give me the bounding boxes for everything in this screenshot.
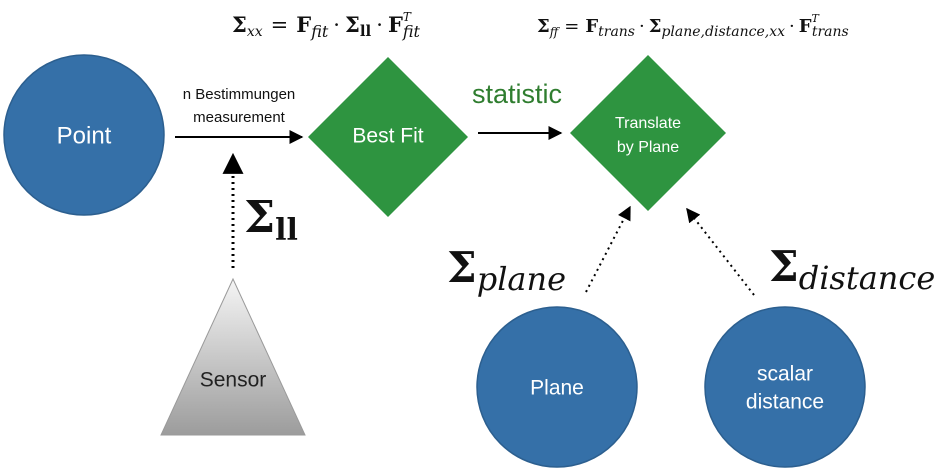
formula-xx-dot2: · (376, 13, 383, 37)
node-scalar-distance-line1: scalar (757, 363, 813, 386)
edge-label-measurement: measurement (193, 109, 286, 126)
formula-ff-sigma: Σ (649, 16, 662, 37)
node-scalar-distance-line2: distance (746, 391, 824, 414)
sigma-distance-label: Σdistance (769, 242, 935, 297)
dotted-arrow-distance-to-translate (686, 207, 755, 296)
node-sensor: Sensor (160, 277, 306, 436)
formula-xx-f2-sub: fit (402, 22, 421, 41)
sigma-plane-symbol: Σ (447, 243, 477, 292)
formula-ff-f2-sub: trans (812, 24, 849, 40)
formula-sigma-xx: Σxx = Ffit · Σll · FT fit (232, 10, 421, 41)
sigma-ll-sub: ll (275, 213, 298, 248)
sigma-plane-sub: plane (477, 260, 566, 298)
formula-ff-f2: F (799, 16, 812, 37)
formula-sigma-ff: Σff = Ftrans · Σplane,distance,xx · FT trans (537, 12, 849, 40)
node-point: Point (3, 54, 165, 216)
sigma-ll-symbol: Σ (244, 192, 275, 243)
svg-text:Σff=Ftrans·Σplane,distance,xx·: Σff = Ftrans · Σplane,distance,xx · FT trans (537, 12, 849, 40)
node-scalar-distance: scalar distance (704, 306, 866, 468)
formula-xx-f2: F (388, 12, 403, 37)
formula-ff-lhs-sub: ff (549, 25, 561, 39)
formula-xx-sigma: Σ (345, 12, 360, 37)
formula-ff-lhs-symbol: Σ (537, 16, 550, 37)
node-translate-by-plane: Translate by Plane (570, 55, 726, 211)
dotted-arrow-plane-to-translate (585, 205, 631, 293)
node-plane: Plane (476, 306, 638, 468)
node-best-fit-label: Best Fit (352, 125, 423, 148)
sigma-ll-label: Σll (244, 192, 298, 248)
formula-xx-lhs-sub: xx (247, 24, 263, 40)
sigma-plane-label: Σplane (447, 243, 566, 298)
node-plane-label: Plane (530, 377, 584, 400)
node-translate-line2: by Plane (617, 139, 679, 156)
node-point-label: Point (57, 122, 112, 149)
formula-ff-sigma-sub: plane,distance,xx (661, 24, 785, 40)
node-sensor-label: Sensor (200, 369, 267, 392)
formula-xx-f2-sup: T (403, 10, 412, 24)
formula-ff-equals: = (564, 16, 579, 37)
formula-ff-dot2: · (789, 16, 795, 37)
formula-ff-f1-sub: trans (598, 24, 635, 40)
formula-ff-f2-sup: T (812, 12, 821, 25)
formula-xx-lhs-symbol: Σ (232, 12, 247, 37)
sigma-distance-symbol: Σ (769, 242, 799, 291)
formula-xx-sigma-sub: ll (360, 22, 372, 40)
formula-ff-dot1: · (639, 16, 645, 37)
node-best-fit: Best Fit (308, 57, 468, 217)
formula-xx-dot1: · (333, 13, 340, 37)
formula-xx-f1-sub: fit (310, 22, 329, 41)
node-translate-line1: Translate (615, 115, 681, 132)
formula-xx-equals: = (271, 13, 289, 37)
formula-ff-f1: F (585, 16, 598, 37)
formula-xx-f1: F (296, 12, 311, 37)
edge-label-n-bestimmungen: n Bestimmungen (183, 86, 296, 103)
edge-label-statistic: statistic (472, 79, 562, 109)
sigma-distance-sub: distance (799, 259, 936, 297)
